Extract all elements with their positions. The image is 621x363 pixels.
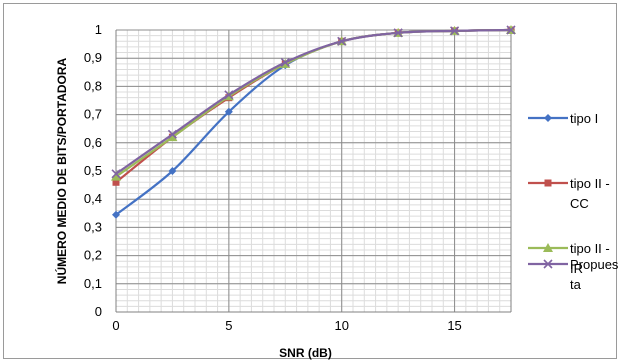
legend-label: tipo II -: [570, 241, 610, 256]
legend-item-2: tipo II - CC: [528, 176, 610, 211]
data-point: [337, 36, 347, 46]
legend-swatch-marker: [544, 179, 552, 187]
legend-label: Propues: [570, 257, 619, 272]
legend-label: tipo I: [570, 111, 598, 126]
x-tick-label: 5: [225, 318, 232, 333]
legend-item-3: tipo II - IR: [528, 241, 610, 276]
y-tick-label: 0,7: [84, 107, 102, 122]
chart-frame: [3, 3, 617, 359]
axes: [115, 30, 512, 313]
legend-swatch-marker: [543, 243, 553, 252]
y-tick-label: 0,2: [84, 248, 102, 263]
data-point: [168, 167, 177, 175]
y-tick-label: 1: [95, 22, 102, 37]
legend-item-4: Propues ta: [528, 257, 619, 292]
y-axis-title: NÚMERO MEDIO DE BITS/PORTADORA: [54, 57, 69, 284]
x-axis-title: SNR (dB): [279, 346, 332, 360]
y-tick-label: 0,1: [84, 276, 102, 291]
data-point: [224, 107, 233, 116]
y-tick-label: 0: [95, 304, 102, 319]
data-point: [450, 26, 460, 36]
y-tick-label: 0,4: [84, 191, 102, 206]
data-point: [506, 25, 516, 35]
x-tick-labels: 0 5 10 15: [112, 318, 461, 333]
data-point: [111, 169, 121, 179]
legend-label: IR: [570, 261, 583, 276]
data-point: [112, 178, 120, 186]
y-tick-label: 0,5: [84, 163, 102, 178]
data-point: [393, 28, 403, 38]
y-tick-label: 0,6: [84, 135, 102, 150]
data-point: [111, 171, 121, 181]
y-tick-labels: 0 0,1 0,2 0,3 0,4 0,5 0,6 0,7 0,8 0,9 1: [84, 22, 102, 319]
y-tick-label: 0,8: [84, 78, 102, 93]
legend-swatch-marker: [544, 114, 552, 122]
x-tick-label: 0: [112, 318, 119, 333]
legend-label: CC: [570, 196, 589, 211]
y-tick-label: 0,3: [84, 219, 102, 234]
series-4: [111, 25, 516, 179]
x-tick-label: 10: [334, 318, 348, 333]
series-group: [111, 25, 516, 219]
data-point: [167, 132, 178, 142]
x-tick-label: 15: [447, 318, 461, 333]
legend-swatch-marker: [543, 259, 553, 269]
legend-label: tipo II -: [570, 176, 610, 191]
legend-label: ta: [570, 277, 582, 292]
data-point: [224, 90, 234, 100]
data-point: [280, 57, 290, 67]
legend-item-1: tipo I: [528, 111, 598, 126]
data-point: [167, 129, 177, 139]
y-tick-label: 0,9: [84, 50, 102, 65]
data-point: [112, 210, 120, 219]
